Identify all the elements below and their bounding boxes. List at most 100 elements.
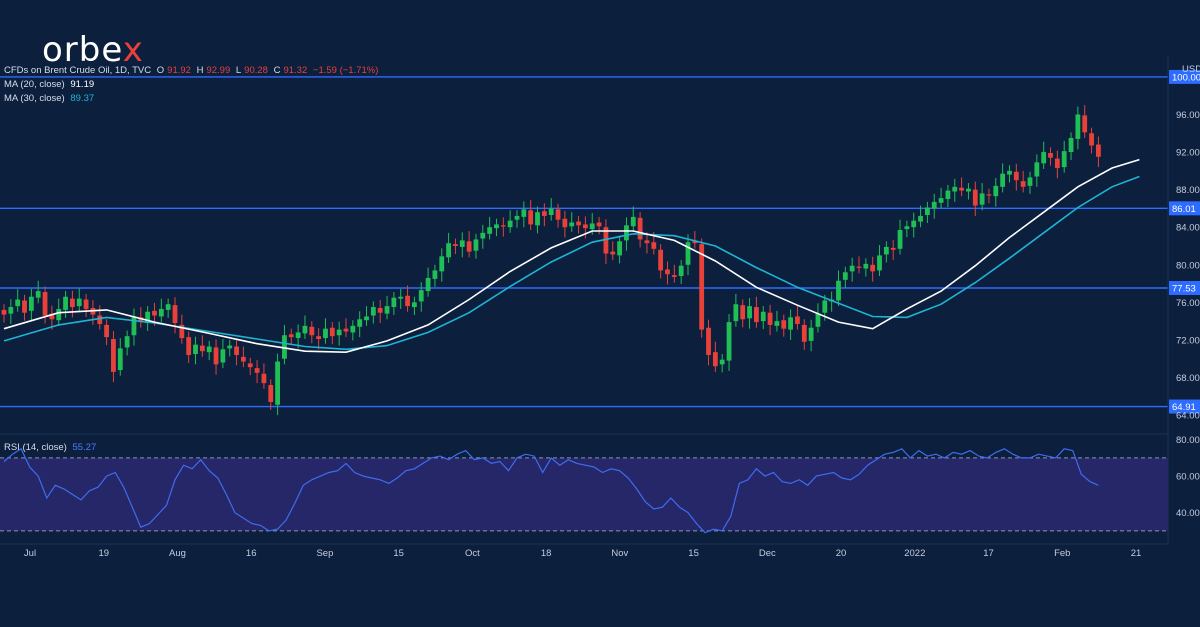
rsi-band [0,457,1168,531]
candle-body [446,243,451,258]
legend-h-label: H [196,65,204,76]
candle-body [719,359,725,365]
candle-body [1020,181,1026,187]
legend-o-value: 91.92 [167,65,191,76]
candle-body [603,227,609,254]
legend-rsi: RSI (14, close) 55.27 [4,442,99,453]
candle-body [316,336,322,339]
legend-o-label: O [156,65,165,76]
candle-body [22,300,27,313]
candle-body [412,302,417,308]
candle-body [596,222,602,227]
candle-body [671,275,677,277]
candle-body [528,210,534,225]
legend-ma30: MA (30, close) 89.37 [4,93,97,104]
candle-body [391,297,397,308]
candle-body [357,319,363,327]
candle-body [624,225,629,241]
candle-body [500,225,506,227]
legend-ma20-label: MA (20, close) [4,79,65,90]
candle-body [774,321,780,326]
candle-body [849,265,855,272]
candle-body [1041,152,1047,164]
level-label: 64.91 [1172,402,1196,413]
ma20-line [3,158,1140,354]
candle-body [863,263,869,269]
price-tick-label: 68.00 [1176,373,1200,384]
candle-body [644,240,650,244]
legend-ma30-value: 89.37 [70,93,95,104]
candle-body [699,244,705,330]
candle-body [131,316,137,336]
candle-body [1027,177,1033,186]
candle-body [815,313,821,327]
legend-symbol: CFDs on Brent Crude Oil, 1D, TVC [4,65,152,76]
candle-body [213,347,219,365]
currency-label: USD [1182,64,1200,75]
candle-body [562,218,568,228]
time-tick-label: 2022 [904,548,925,559]
candle-body [63,296,68,310]
candle-body [247,363,253,368]
legend-l-label: L [235,65,242,76]
candle-body [282,335,287,359]
time-tick-label: 18 [541,548,552,559]
candle-body [808,327,814,341]
time-tick-label: 16 [246,548,257,559]
candle-body [329,327,335,337]
candle-body [487,227,493,234]
candle-body [754,307,759,323]
price-tick-label: 88.00 [1176,185,1200,196]
moving-averages [3,158,1140,354]
candle-body [692,241,698,244]
candle-body [275,361,280,405]
candle-body [432,270,438,279]
candle-body [617,241,622,256]
ma30-line [3,175,1140,351]
candle-body [234,346,239,355]
candle-body [569,222,575,227]
candle-body [1054,158,1060,169]
time-tick-label: 15 [393,548,404,559]
legend-l-value: 90.28 [244,65,268,76]
time-tick-label: 17 [983,548,994,559]
candle-body [466,241,472,252]
candle-body [145,311,151,324]
candle-body [1082,115,1088,133]
candle-body [877,255,882,271]
legend-ohlc: CFDs on Brent Crude Oil, 1D, TVC O 91.92 … [4,65,381,76]
candle-body [651,242,657,249]
candle-body [111,339,116,372]
candle-body [685,242,691,265]
candle-body [911,220,917,228]
time-tick-label: 19 [98,548,109,559]
candle-body [781,320,787,329]
candle-body [576,221,581,226]
candle-body [801,324,807,342]
candle-body [350,325,356,333]
price-tick-label: 80.00 [1176,260,1200,271]
candle-body [206,346,212,353]
candle-body [49,313,55,320]
candle-body [35,291,41,298]
rsi-line [3,447,1099,534]
candle-body [842,272,848,280]
candle-body [665,269,670,275]
candle-body [97,315,103,324]
legend-rsi-label: RSI (14, close) [4,442,67,453]
legend-rsi-value: 55.27 [72,442,97,453]
candle-body [507,220,513,228]
candle-body [76,298,82,307]
candle-body [384,306,390,314]
candle-body [138,317,144,323]
candle-body [295,332,301,339]
candle-body [199,345,205,352]
candle-body [152,310,157,316]
candle-body [124,336,130,348]
level-label: 77.53 [1172,283,1196,294]
time-tick-label: Feb [1054,548,1070,559]
candle-body [521,209,527,217]
candle-body [583,224,588,229]
legend-ma30-label: MA (30, close) [4,93,65,104]
